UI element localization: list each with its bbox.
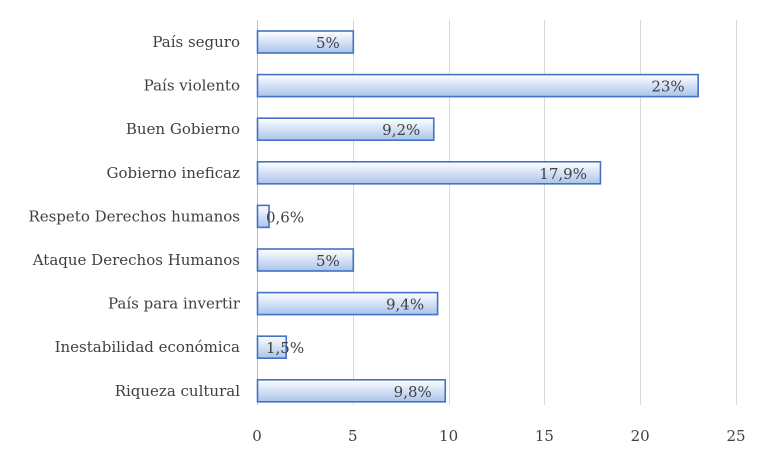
- category-label-3: Gobierno ineficaz: [106, 164, 240, 182]
- x-tick-label-15: 15: [535, 427, 554, 445]
- x-tick-label-0: 0: [252, 427, 262, 445]
- bar-7: [256, 335, 288, 360]
- x-tick-label-10: 10: [439, 427, 458, 445]
- bar-8: [256, 378, 447, 403]
- data-label-5: 5%: [316, 252, 340, 270]
- labels: 0 5 10 15 20 25 País seguro 5% País violento 23% B…: [28, 33, 745, 445]
- bar-6: [256, 291, 439, 316]
- category-label-4: Respeto Derechos humanos: [28, 207, 240, 225]
- data-label-1: 23%: [651, 78, 684, 96]
- category-label-8: Riqueza cultural: [115, 382, 241, 400]
- category-label-5: Ataque Derechos Humanos: [32, 251, 240, 269]
- data-label-6: 9,4%: [386, 296, 424, 314]
- bar-3: [256, 161, 602, 185]
- x-tick-label-25: 25: [726, 427, 745, 445]
- data-label-7: 1,5%: [266, 339, 304, 357]
- data-label-0: 5%: [316, 34, 340, 52]
- bars: [256, 30, 699, 403]
- category-label-7: Inestabilidad económica: [55, 338, 240, 356]
- category-label-0: País seguro: [152, 33, 240, 51]
- bar-1: [256, 73, 699, 98]
- data-label-3: 17,9%: [539, 165, 587, 183]
- bar-5: [256, 248, 355, 272]
- bar-0: [256, 30, 355, 54]
- x-tick-label-5: 5: [348, 427, 358, 445]
- category-label-2: Buen Gobierno: [126, 120, 240, 138]
- bar-2: [256, 117, 435, 141]
- category-label-1: País violento: [144, 77, 240, 95]
- category-label-6: País para invertir: [108, 295, 241, 313]
- x-tick-label-20: 20: [631, 427, 650, 445]
- data-label-2: 9,2%: [382, 121, 420, 139]
- data-label-8: 9,8%: [394, 383, 432, 401]
- data-label-4: 0,6%: [266, 208, 304, 226]
- bar-4: [256, 204, 270, 229]
